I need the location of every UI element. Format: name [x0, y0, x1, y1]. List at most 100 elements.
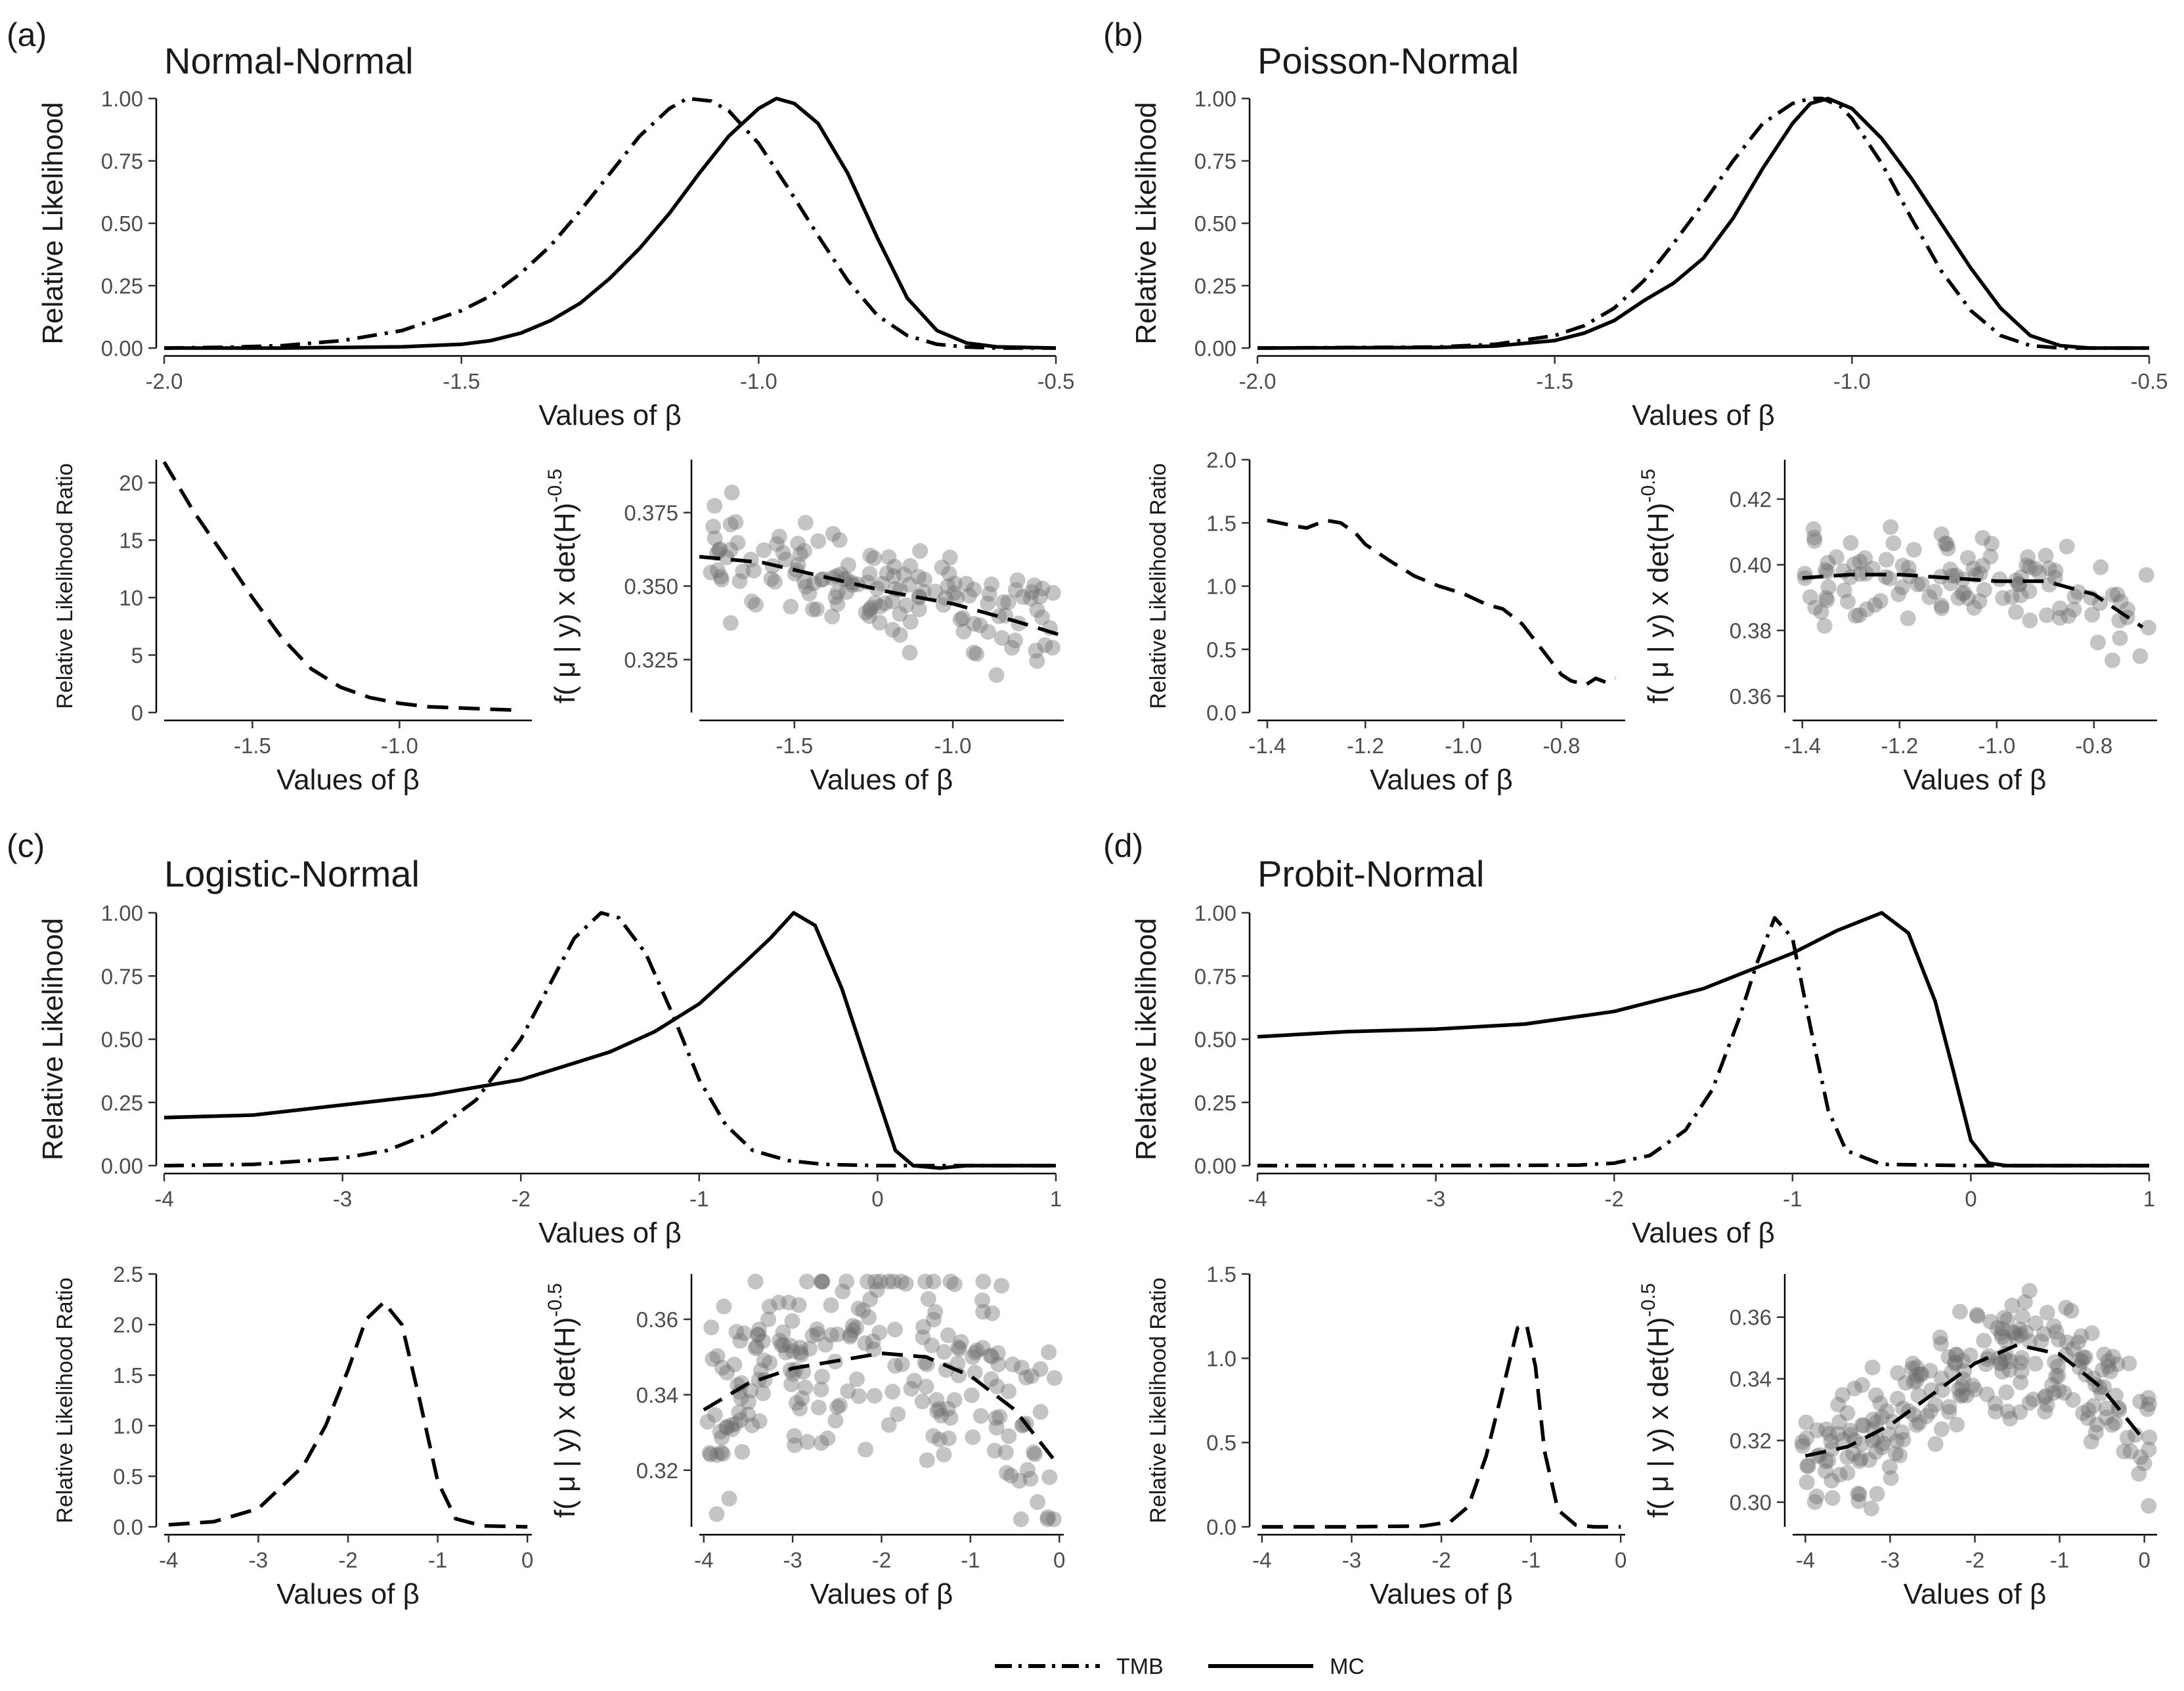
scatter-point	[902, 558, 919, 574]
scatter-point	[896, 567, 912, 583]
scatter-point	[1941, 1399, 1957, 1415]
panel-title-b: Poisson-Normal	[1257, 40, 1519, 81]
scatter-point	[2132, 1394, 2149, 1410]
scatter-point	[1041, 1469, 1058, 1485]
scatter-point	[2047, 563, 2064, 579]
scatter-point	[1009, 572, 1026, 588]
y-tick-label: 0.75	[1194, 964, 1236, 988]
scatter-point	[1952, 1388, 1969, 1404]
scatter-point	[1992, 571, 2008, 588]
x-tick-label: -4	[694, 1548, 713, 1572]
scatter-point	[2087, 1424, 2104, 1441]
scatter-point	[1015, 589, 1031, 605]
scatter-point	[1937, 535, 1954, 552]
scatter-point	[862, 565, 878, 582]
scatter-point	[2132, 1449, 2149, 1466]
scatter-point	[1999, 1311, 2016, 1328]
scatter-point	[941, 565, 957, 582]
scatter-point	[2061, 608, 2077, 625]
series-line-ratio	[168, 1300, 528, 1529]
scatter-point	[1851, 607, 1867, 623]
scatter-point	[862, 548, 879, 564]
scatter-point	[1978, 1386, 1995, 1403]
scatter-point	[1865, 1411, 1881, 1428]
scatter-point	[2048, 1324, 2064, 1340]
scatter-point	[2012, 1321, 2028, 1338]
scatter-point	[724, 485, 740, 501]
scatter-point	[2007, 1325, 2024, 1341]
scatter-point	[2065, 1341, 2082, 1357]
y-tick-label: 0	[131, 701, 143, 725]
scatter-point	[1872, 593, 1889, 609]
y-tick-label: 0.0	[1206, 1515, 1236, 1539]
scatter-point	[1911, 1415, 1928, 1431]
y-tick-label: 0.36	[1730, 684, 1772, 709]
series-line-smooth	[1804, 1343, 2146, 1458]
scatter-point	[1881, 1459, 1898, 1475]
scatter-point	[2107, 1415, 2123, 1431]
scatter-point	[784, 1313, 800, 1329]
scatter-point	[767, 573, 783, 590]
scatter-point	[726, 1356, 743, 1373]
scatter-point	[940, 1327, 956, 1344]
y-tick-label: 1.00	[101, 87, 143, 111]
scatter-point	[791, 1400, 808, 1416]
scatter-point	[855, 1302, 871, 1319]
scatter-point	[1889, 1433, 1905, 1449]
scatter-point	[918, 1378, 934, 1395]
scatter-point	[703, 564, 719, 581]
scatter-point	[2049, 1358, 2066, 1374]
scatter-point	[802, 1340, 818, 1357]
scatter-point	[2022, 1333, 2038, 1350]
x-tick-label: -1	[428, 1548, 447, 1572]
x-tick-label: -1.0	[1978, 734, 2015, 758]
scatter-point	[886, 1321, 903, 1338]
scatter-point	[1026, 1444, 1042, 1460]
scatter-point	[2112, 630, 2128, 646]
scatter-point	[2013, 1327, 2029, 1343]
x-axis-title: Values of β	[538, 1217, 682, 1249]
scatter-point	[1941, 1404, 1957, 1420]
scatter-point	[2013, 587, 2029, 604]
y-tick-label: 15	[119, 529, 143, 553]
scatter-point	[1029, 602, 1045, 618]
scatter-point	[733, 1390, 749, 1406]
scatter-point	[997, 1444, 1014, 1460]
scatter-point	[2013, 1363, 2030, 1380]
scatter-point	[1887, 1445, 1904, 1462]
x-tick-label: -3	[1342, 1548, 1361, 1572]
scatter-point	[831, 532, 848, 548]
scatter-point	[1851, 1486, 1867, 1503]
scatter-point	[983, 1371, 999, 1388]
scatter-point	[1029, 653, 1045, 669]
scatter-point	[2093, 1385, 2109, 1401]
scatter-point	[740, 1406, 756, 1422]
scatter-point	[2017, 1294, 2033, 1310]
y-axis-title: Relative Likelihood Ratio	[1146, 1277, 1171, 1523]
y-axis-title: Relative Likelihood	[1130, 102, 1162, 344]
scatter-points	[699, 1273, 1062, 1527]
scatter-point	[1807, 600, 1824, 616]
scatter-point	[1958, 1388, 1975, 1404]
scatter-point	[2104, 1416, 2120, 1433]
series-line-mc	[1257, 97, 2149, 350]
scatter-point	[713, 571, 730, 588]
scatter-point	[2001, 1361, 2018, 1378]
scatter-point	[844, 577, 861, 593]
scatter-point	[887, 1357, 904, 1374]
scatter-point	[902, 614, 919, 630]
scatter-point	[1933, 600, 1950, 617]
scatter-point	[2052, 600, 2068, 617]
y-axis-title-exponent: -0.5	[544, 1283, 566, 1317]
x-axis-title: Values of β	[1370, 1578, 1513, 1610]
scatter-point	[1971, 593, 1988, 609]
y-axis-title: f( μ | y) x det(H)-0.5	[1638, 469, 1674, 703]
scatter-point	[906, 1373, 923, 1389]
scatter-point	[810, 533, 827, 550]
scatter-point	[872, 598, 888, 615]
scatter-point	[848, 1319, 864, 1336]
scatter-point	[2094, 1361, 2110, 1378]
scatter-point	[827, 1413, 844, 1429]
scatter-point	[894, 1356, 910, 1373]
